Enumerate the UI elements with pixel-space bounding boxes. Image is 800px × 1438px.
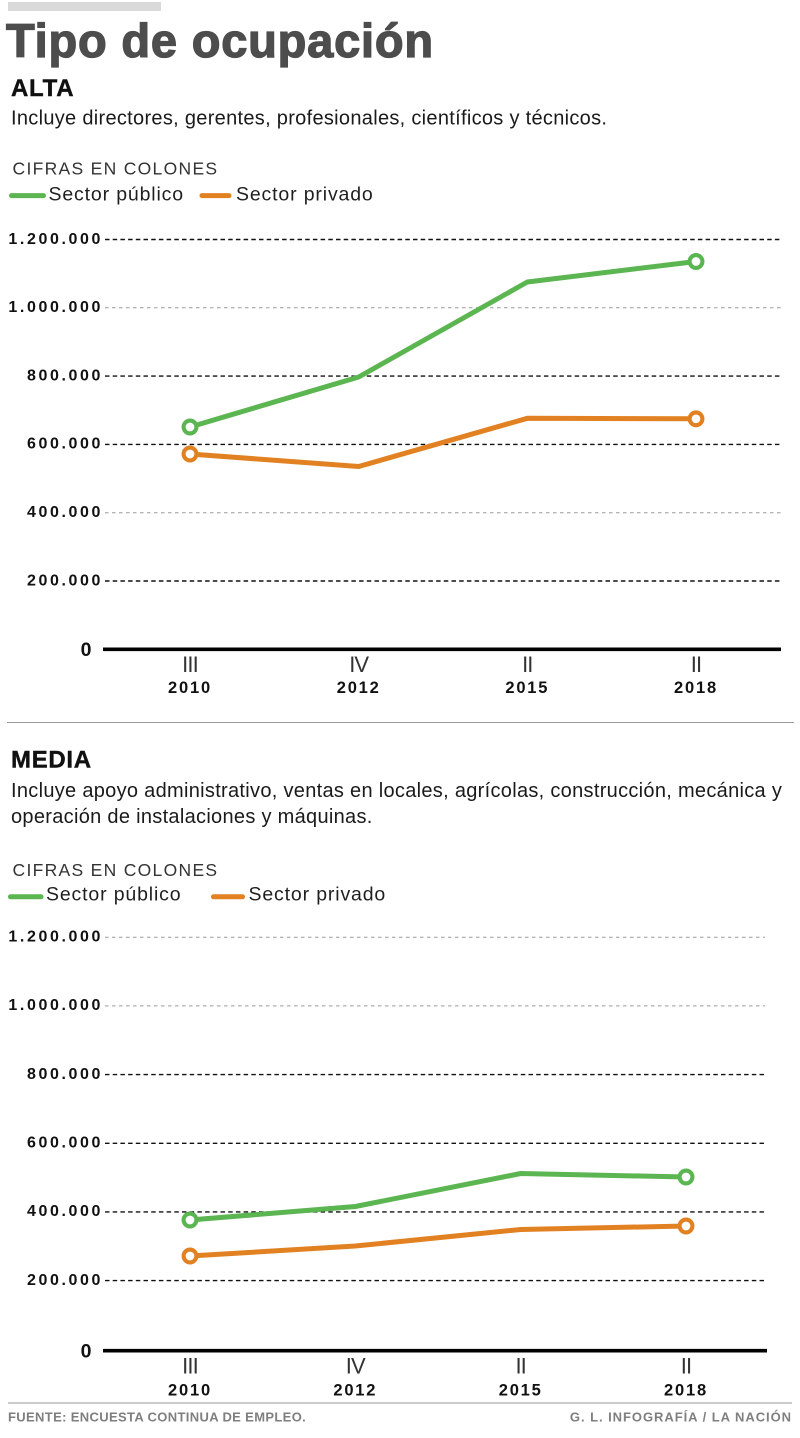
svg-text:Tipo de ocupación: Tipo de ocupación [6,14,434,67]
svg-text:IV: IV [349,652,369,677]
svg-text:G. L. INFOGRAFÍA / LA NACIÓN: G. L. INFOGRAFÍA / LA NACIÓN [570,1410,792,1425]
svg-text:2010: 2010 [168,679,212,697]
svg-text:Sector público: Sector público [46,884,181,906]
svg-text:IV: IV [346,1354,366,1379]
svg-text:MEDIA: MEDIA [11,747,92,774]
svg-text:II: II [515,1354,525,1379]
svg-text:II: II [522,652,532,677]
svg-text:Incluye apoyo administrativo,: Incluye apoyo administrativo, ventas en … [11,780,782,802]
svg-text:0: 0 [81,1341,92,1363]
svg-text:400.000: 400.000 [27,1203,103,1220]
svg-text:FUENTE: ENCUESTA CONTINUA DE E: FUENTE: ENCUESTA CONTINUA DE EMPLEO. [8,1410,306,1425]
svg-text:CIFRAS EN COLONES: CIFRAS EN COLONES [13,159,219,179]
svg-text:200.000: 200.000 [27,572,103,589]
svg-text:Sector privado: Sector privado [236,184,374,206]
svg-text:1.200.000: 1.200.000 [8,929,103,946]
svg-text:600.000: 600.000 [27,436,103,453]
svg-text:CIFRAS EN COLONES: CIFRAS EN COLONES [13,860,219,880]
svg-text:II: II [691,652,701,677]
svg-text:Incluye directores, gerentes,: Incluye directores, gerentes, profesiona… [11,108,607,130]
svg-text:800.000: 800.000 [27,1066,103,1083]
svg-text:400.000: 400.000 [27,504,103,521]
svg-text:2012: 2012 [333,1382,377,1400]
svg-text:2018: 2018 [674,679,718,697]
svg-text:800.000: 800.000 [27,367,103,384]
svg-text:2015: 2015 [499,1382,543,1400]
svg-text:2015: 2015 [505,679,549,697]
svg-text:ALTA: ALTA [11,75,74,102]
svg-text:1.200.000: 1.200.000 [8,231,103,248]
svg-text:Sector público: Sector público [49,184,184,206]
svg-text:1.000.000: 1.000.000 [8,299,103,316]
svg-text:1.000.000: 1.000.000 [8,997,103,1014]
svg-text:III: III [182,652,198,677]
svg-text:Sector privado: Sector privado [249,884,387,906]
svg-text:III: III [182,1354,198,1379]
svg-text:2010: 2010 [168,1382,212,1400]
svg-text:600.000: 600.000 [27,1135,103,1152]
svg-text:0: 0 [81,639,92,661]
svg-text:II: II [681,1354,691,1379]
svg-text:operación de instalaciones y m: operación de instalaciones y máquinas. [11,806,373,828]
svg-text:2018: 2018 [664,1382,708,1400]
svg-text:2012: 2012 [337,679,381,697]
svg-text:200.000: 200.000 [27,1272,103,1289]
